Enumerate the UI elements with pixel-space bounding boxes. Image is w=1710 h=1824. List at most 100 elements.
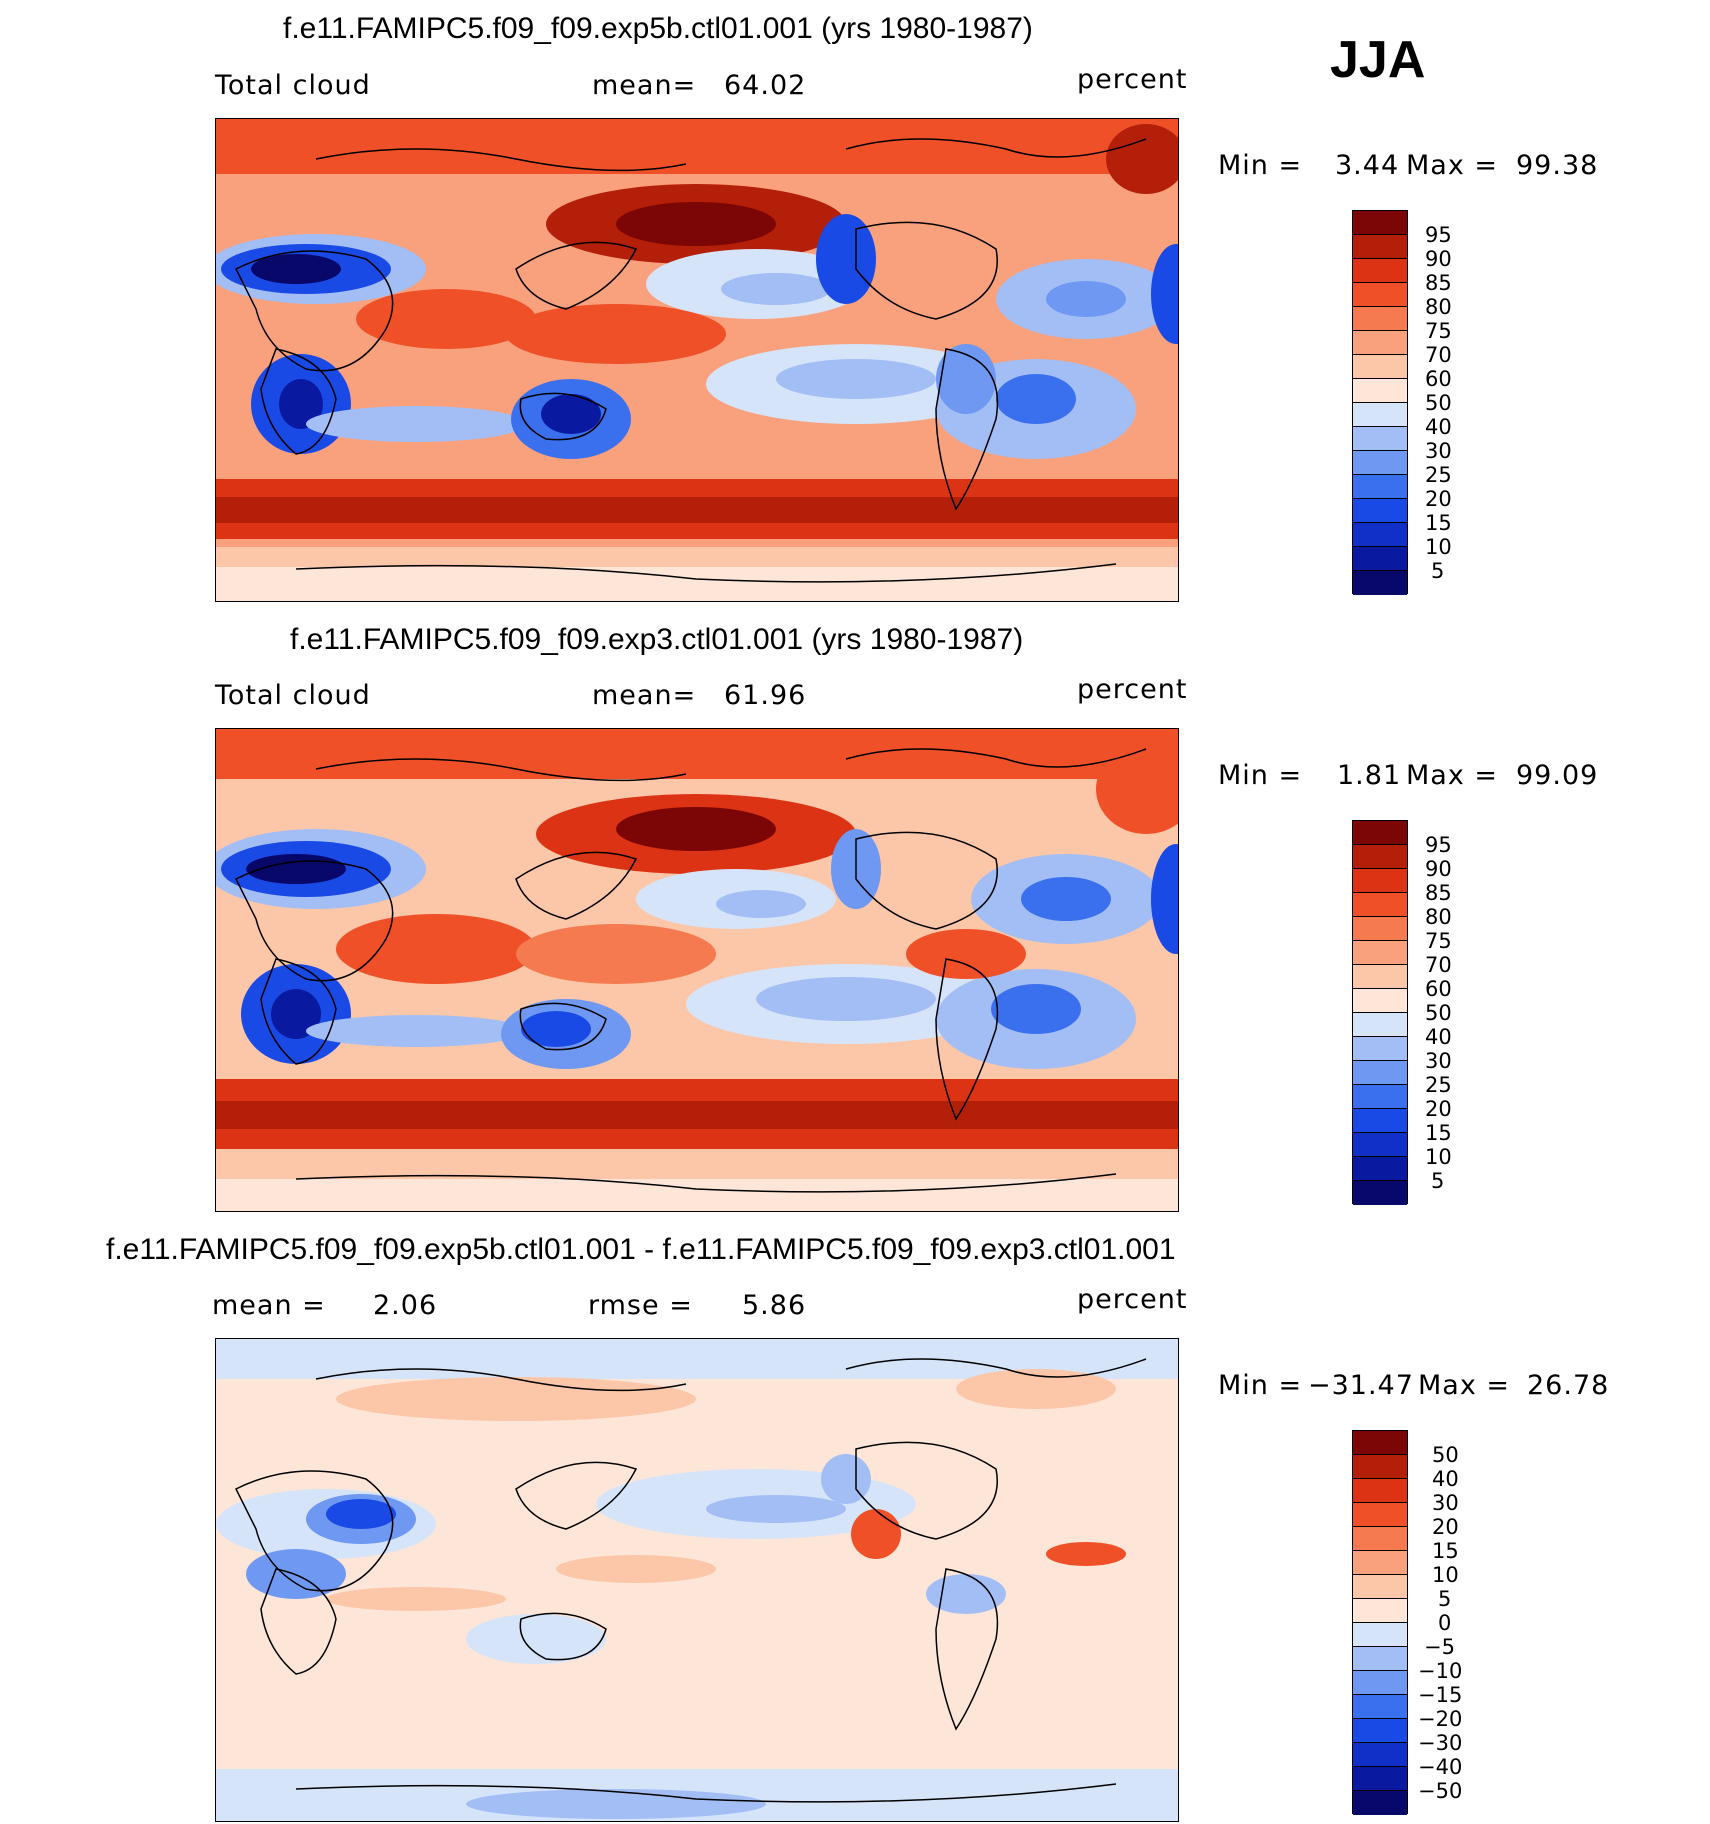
panel1-colorbar-swatch: [1353, 283, 1407, 307]
panel2-map: [215, 728, 1179, 1212]
panel2-colorbar-swatch: [1353, 1013, 1407, 1037]
panel3-mean-value: 2.06: [373, 1290, 438, 1321]
panel3-max-label: Max =: [1418, 1370, 1511, 1401]
panel1-max-label: Max =: [1406, 150, 1499, 181]
panel1-colorbar-swatch: [1353, 475, 1407, 499]
panel3-colorbar-label: 15: [1432, 1539, 1459, 1563]
panel2-variable-label: Total cloud: [215, 680, 371, 711]
panel3-colorbar-label: −15: [1418, 1683, 1463, 1707]
panel1-colorbar-swatch: [1353, 523, 1407, 547]
panel2-colorbar-label: 5: [1431, 1169, 1445, 1193]
panel1-colorbar-label: 50: [1425, 391, 1452, 415]
panel2-max-value: 99.09: [1516, 760, 1599, 791]
panel1-colorbar-label: 60: [1425, 367, 1452, 391]
panel1-colorbar-label: 10: [1425, 535, 1452, 559]
panel3-colorbar-swatch: [1353, 1719, 1407, 1743]
panel3-colorbar-label: 0: [1438, 1611, 1452, 1635]
panel2-colorbar-swatch: [1353, 1085, 1407, 1109]
panel1-colorbar-label: 90: [1425, 247, 1452, 271]
panel3-colorbar-label: −10: [1418, 1659, 1463, 1683]
panel3-max-value: 26.78: [1527, 1370, 1610, 1401]
panel1-mean-value: 64.02: [724, 70, 807, 101]
panel2-colorbar-label: 70: [1425, 953, 1452, 977]
panel3-rmse-value: 5.86: [742, 1290, 807, 1321]
panel2-colorbar-swatch: [1353, 893, 1407, 917]
panel2-colorbar-label: 90: [1425, 857, 1452, 881]
panel2-colorbar-swatch: [1353, 1181, 1407, 1205]
panel2-colorbar-label: 40: [1425, 1025, 1452, 1049]
panel3-colorbar-label: −20: [1418, 1707, 1463, 1731]
panel1-colorbar-swatch: [1353, 307, 1407, 331]
panel1-colorbar-swatch: [1353, 259, 1407, 283]
panel1-colorbar-swatch: [1353, 355, 1407, 379]
panel1-colorbar-swatch: [1353, 571, 1407, 595]
panel2-map-canvas: [216, 729, 1178, 1211]
panel1-colorbar-label: 15: [1425, 511, 1452, 535]
panel1-colorbar-swatch: [1353, 547, 1407, 571]
panel1-colorbar-swatch: [1353, 331, 1407, 355]
panel1-colorbar: [1352, 210, 1408, 595]
panel1-units: percent: [1077, 64, 1188, 95]
panel1-colorbar-swatch: [1353, 499, 1407, 523]
panel2-colorbar-swatch: [1353, 1133, 1407, 1157]
panel1-colorbar-label: 30: [1425, 439, 1452, 463]
panel3-colorbar: [1352, 1430, 1408, 1815]
panel1-map-canvas: [216, 119, 1178, 601]
panel2-colorbar-swatch: [1353, 1109, 1407, 1133]
panel3-colorbar-swatch: [1353, 1599, 1407, 1623]
panel3-colorbar-swatch: [1353, 1431, 1407, 1455]
panel2-colorbar-swatch: [1353, 1157, 1407, 1181]
panel2-colorbar-label: 25: [1425, 1073, 1452, 1097]
panel1-colorbar-label: 80: [1425, 295, 1452, 319]
panel2-colorbar-swatch: [1353, 917, 1407, 941]
panel1-min-label: Min =: [1218, 150, 1303, 181]
panel3-colorbar-label: 10: [1432, 1563, 1459, 1587]
season-label: JJA: [1330, 31, 1426, 89]
panel1-map: [215, 118, 1179, 602]
panel2-title: f.e11.FAMIPC5.f09_f09.exp3.ctl01.001 (yr…: [290, 623, 1024, 656]
panel3-colorbar-swatch: [1353, 1791, 1407, 1815]
panel1-mean-label: mean=: [592, 70, 697, 101]
panel1-colorbar-swatch: [1353, 427, 1407, 451]
panel2-colorbar-label: 10: [1425, 1145, 1452, 1169]
panel3-min-value: −31.47: [1308, 1370, 1414, 1401]
panel2-min-label: Min =: [1218, 760, 1303, 791]
panel1-colorbar-swatch: [1353, 211, 1407, 235]
panel3-map: [215, 1338, 1179, 1822]
panel2-colorbar-swatch: [1353, 869, 1407, 893]
panel3-colorbar-swatch: [1353, 1455, 1407, 1479]
panel1-variable-label: Total cloud: [215, 70, 371, 101]
panel3-colorbar-label: 20: [1432, 1515, 1459, 1539]
panel2-colorbar-swatch: [1353, 1061, 1407, 1085]
panel1-colorbar-label: 75: [1425, 319, 1452, 343]
panel2-colorbar-label: 60: [1425, 977, 1452, 1001]
panel3-colorbar-label: −5: [1424, 1635, 1455, 1659]
panel2-colorbar: [1352, 820, 1408, 1205]
panel1-colorbar-label: 85: [1425, 271, 1452, 295]
panel2-colorbar-swatch: [1353, 845, 1407, 869]
panel1-min-value: 3.44: [1335, 150, 1400, 181]
panel2-colorbar-label: 80: [1425, 905, 1452, 929]
panel2-mean-value: 61.96: [724, 680, 807, 711]
panel1-title: f.e11.FAMIPC5.f09_f09.exp5b.ctl01.001 (y…: [283, 12, 1033, 45]
panel3-title: f.e11.FAMIPC5.f09_f09.exp5b.ctl01.001 - …: [106, 1233, 1176, 1266]
panel3-colorbar-label: 5: [1438, 1587, 1452, 1611]
panel2-colorbar-swatch: [1353, 1037, 1407, 1061]
panel2-colorbar-label: 85: [1425, 881, 1452, 905]
panel3-colorbar-swatch: [1353, 1743, 1407, 1767]
panel1-colorbar-label: 5: [1431, 559, 1445, 583]
panel2-colorbar-swatch: [1353, 989, 1407, 1013]
panel3-colorbar-label: 40: [1432, 1467, 1459, 1491]
panel3-colorbar-swatch: [1353, 1503, 1407, 1527]
panel2-colorbar-label: 15: [1425, 1121, 1452, 1145]
panel2-min-value: 1.81: [1337, 760, 1402, 791]
panel3-colorbar-swatch: [1353, 1551, 1407, 1575]
panel3-colorbar-swatch: [1353, 1527, 1407, 1551]
panel2-colorbar-label: 75: [1425, 929, 1452, 953]
panel1-colorbar-swatch: [1353, 451, 1407, 475]
panel2-colorbar-label: 30: [1425, 1049, 1452, 1073]
panel3-colorbar-label: 50: [1432, 1443, 1459, 1467]
panel3-colorbar-label: 30: [1432, 1491, 1459, 1515]
panel3-colorbar-label: −50: [1418, 1779, 1463, 1803]
panel3-colorbar-swatch: [1353, 1479, 1407, 1503]
